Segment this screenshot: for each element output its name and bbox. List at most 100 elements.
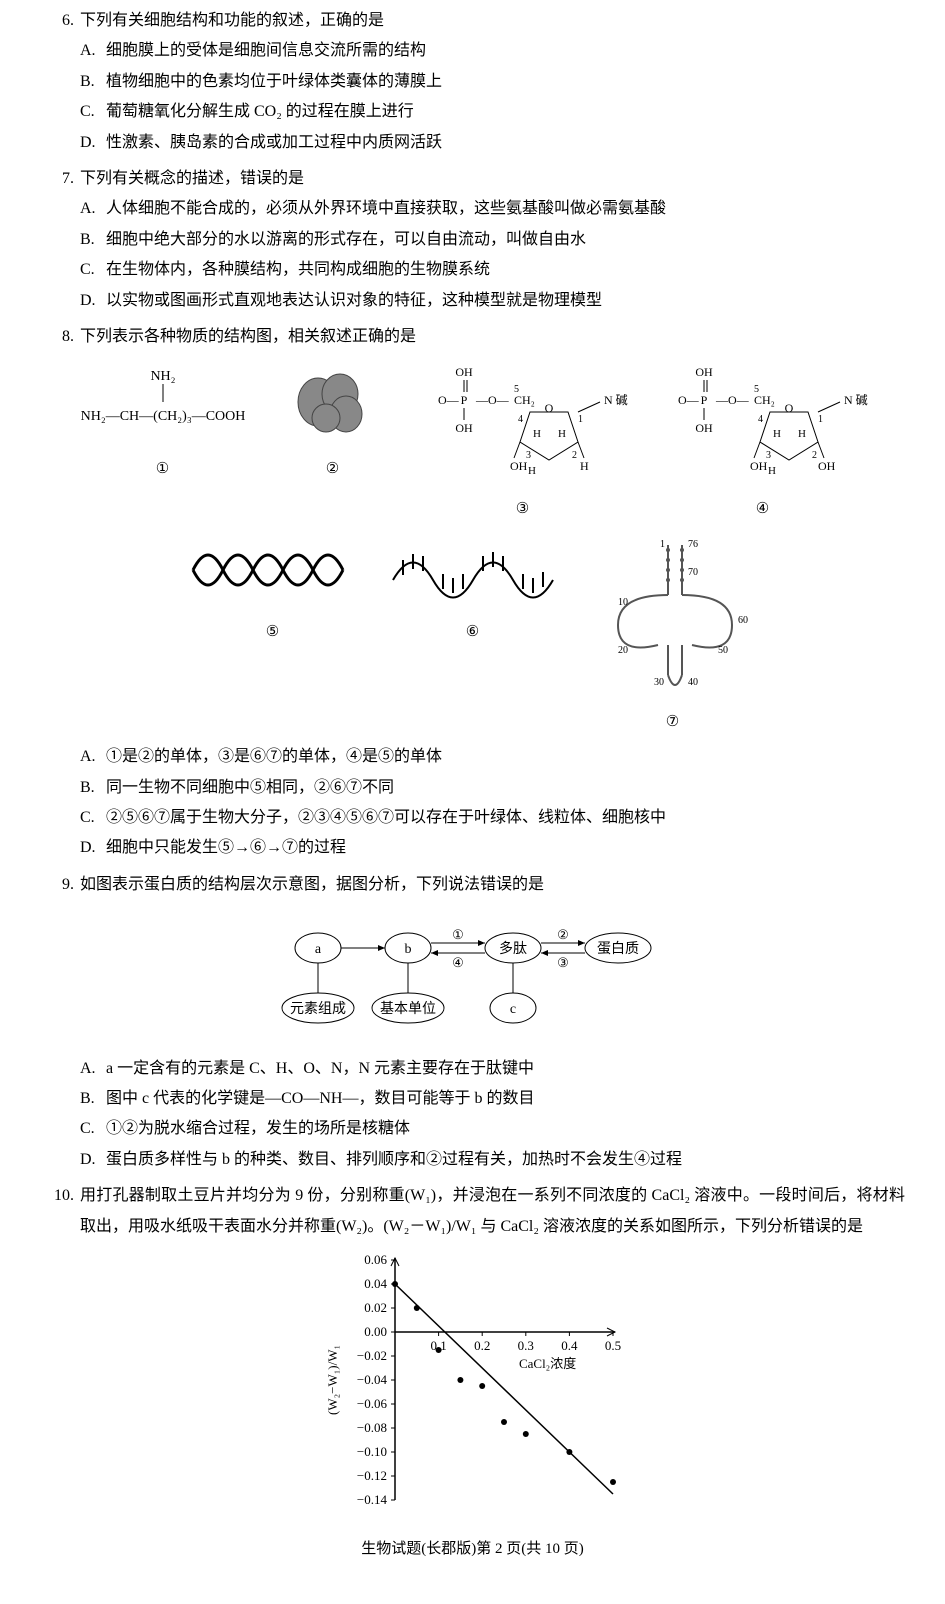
svg-text:0.2: 0.2 (474, 1338, 490, 1353)
svg-text:c: c (509, 1002, 515, 1017)
svg-text:P: P (700, 393, 707, 407)
svg-text:—O—: —O— (715, 393, 750, 407)
svg-text:③: ③ (557, 955, 569, 970)
q9-b-label: B. (80, 1084, 106, 1114)
svg-text:②: ② (557, 927, 569, 942)
fig8-2: ② (278, 362, 388, 523)
svg-text:0.5: 0.5 (604, 1338, 620, 1353)
svg-text:0.00: 0.00 (364, 1324, 387, 1339)
q7-d-label: D. (80, 286, 106, 316)
fig8-7: 76 70 60 50 40 30 20 10 1 ⑦ (588, 535, 758, 736)
svg-text:0.3: 0.3 (517, 1338, 533, 1353)
dna-double-helix-icon (188, 535, 358, 605)
svg-text:4: 4 (518, 414, 523, 425)
fig8-5-caption: ⑤ (188, 618, 358, 647)
q9-c-text: ①②为脱水缩合过程，发生的场所是核糖体 (106, 1114, 410, 1144)
q6-number: 6. (40, 6, 80, 36)
q6-stem: 下列有关细胞结构和功能的叙述，正确的是 (80, 6, 384, 36)
q10-number: 10. (40, 1181, 80, 1242)
svg-text:OH: OH (455, 365, 473, 379)
q10-figure: 0.060.040.020.00−0.02−0.04−0.06−0.08−0.1… (40, 1250, 905, 1521)
svg-text:76: 76 (688, 539, 698, 550)
svg-text:O: O (784, 401, 793, 415)
amino-acid-formula-icon: NH₂ NH₂—CH—(CH₂)₃—COOH (78, 362, 248, 442)
q8-b-text: 同一生物不同细胞中⑤相同，②⑥⑦不同 (106, 773, 394, 803)
svg-text:(W₂−W₁)/W₁: (W₂−W₁)/W₁ (325, 1345, 340, 1415)
fig8-6: ⑥ (388, 535, 558, 736)
q9-number: 9. (40, 870, 80, 900)
q8-a-label: A. (80, 742, 106, 772)
svg-text:−0.10: −0.10 (356, 1444, 386, 1459)
q6-d-text: 性激素、胰岛素的合成或加工过程中内质网活跃 (106, 128, 442, 158)
fig8-7-caption: ⑦ (588, 708, 758, 737)
svg-text:NH₂—CH—(CH₂)₃—COOH: NH₂—CH—(CH₂)₃—COOH (80, 409, 245, 424)
q8-d-label: D. (80, 833, 106, 863)
svg-text:H: H (798, 428, 806, 440)
svg-text:2: 2 (812, 450, 817, 461)
svg-text:b: b (404, 942, 411, 957)
svg-text:1: 1 (818, 414, 823, 425)
q9-b-text: 图中 c 代表的化学键是—CO—NH—，数目可能等于 b 的数目 (106, 1084, 534, 1114)
svg-text:a: a (314, 942, 321, 957)
ribo-nucleotide-icon: OH O— P —O— OH 5 CH₂ O 4 1 3 2 H H OH OH… (658, 362, 868, 482)
svg-text:—O—: —O— (475, 393, 510, 407)
q6-d-label: D. (80, 128, 106, 158)
svg-text:60: 60 (738, 615, 748, 626)
q9-stem: 如图表示蛋白质的结构层次示意图，据图分析，下列说法错误的是 (80, 870, 544, 900)
q10-stem: 用打孔器制取土豆片并均分为 9 份，分别称重(W₁)，并浸泡在一系列不同浓度的 … (80, 1181, 905, 1242)
fig8-6-caption: ⑥ (388, 618, 558, 647)
svg-text:多肽: 多肽 (499, 940, 527, 957)
fig8-5: ⑤ (188, 535, 358, 736)
q8-c-text: ②⑤⑥⑦属于生物大分子，②③④⑤⑥⑦可以存在于叶绿体、线粒体、细胞核中 (106, 803, 666, 833)
svg-text:H: H (528, 465, 536, 477)
q9-a-label: A. (80, 1054, 106, 1084)
svg-text:50: 50 (718, 645, 728, 656)
svg-text:CaCl₂浓度: CaCl₂浓度 (518, 1356, 575, 1371)
protein-globule-icon (278, 362, 388, 442)
svg-text:O—: O— (678, 393, 700, 407)
trna-cloverleaf-icon: 76 70 60 50 40 30 20 10 1 (588, 535, 758, 695)
q8-b-label: B. (80, 773, 106, 803)
svg-text:H: H (558, 428, 566, 440)
svg-text:N 碱基: N 碱基 (844, 393, 868, 407)
svg-text:CH₂: CH₂ (514, 393, 535, 407)
svg-text:OH: OH (695, 365, 713, 379)
svg-text:NH₂: NH₂ (150, 369, 175, 384)
svg-text:20: 20 (618, 645, 628, 656)
q8-figure: NH₂ NH₂—CH—(CH₂)₃—COOH ① ② OH (40, 362, 905, 736)
svg-text:2: 2 (572, 450, 577, 461)
svg-text:30: 30 (654, 677, 664, 688)
svg-text:N 碱基: N 碱基 (604, 393, 628, 407)
q6-b-text: 植物细胞中的色素均位于叶绿体类囊体的薄膜上 (106, 67, 442, 97)
q7-b-text: 细胞中绝大部分的水以游离的形式存在，可以自由流动，叫做自由水 (106, 225, 586, 255)
question-7: 7. 下列有关概念的描述，错误的是 A.人体细胞不能合成的，必须从外界环境中直接… (40, 164, 905, 316)
q7-b-label: B. (80, 225, 106, 255)
q7-a-label: A. (80, 194, 106, 224)
svg-text:4: 4 (758, 414, 763, 425)
svg-text:④: ④ (452, 955, 464, 970)
question-10: 10. 用打孔器制取土豆片并均分为 9 份，分别称重(W₁)，并浸泡在一系列不同… (40, 1181, 905, 1521)
svg-text:P: P (460, 393, 467, 407)
q7-c-text: 在生物体内，各种膜结构，共同构成细胞的生物膜系统 (106, 255, 490, 285)
q7-stem: 下列有关概念的描述，错误的是 (80, 164, 304, 194)
q8-c-label: C. (80, 803, 106, 833)
rna-single-strand-icon (388, 535, 558, 605)
svg-text:OH: OH (510, 459, 528, 473)
q9-a-text: a 一定含有的元素是 C、H、O、N，N 元素主要存在于肽键中 (106, 1054, 534, 1084)
q8-number: 8. (40, 322, 80, 352)
svg-text:蛋白质: 蛋白质 (597, 941, 639, 957)
svg-text:O—: O— (438, 393, 460, 407)
q7-a-text: 人体细胞不能合成的，必须从外界环境中直接获取，这些氨基酸叫做必需氨基酸 (106, 194, 666, 224)
svg-text:OH: OH (455, 421, 473, 435)
fig8-4-caption: ④ (658, 495, 868, 524)
svg-text:H: H (533, 428, 541, 440)
q8-stem: 下列表示各种物质的结构图，相关叙述正确的是 (80, 322, 416, 352)
svg-text:−0.14: −0.14 (356, 1492, 387, 1507)
q9-c-label: C. (80, 1114, 106, 1144)
fig8-1: NH₂ NH₂—CH—(CH₂)₃—COOH ① (78, 362, 248, 523)
fig8-3: OH O— P —O— OH 5 CH₂ O 4 1 3 2 H H OH H (418, 362, 628, 523)
svg-text:OH: OH (695, 421, 713, 435)
question-6: 6. 下列有关细胞结构和功能的叙述，正确的是 A.细胞膜上的受体是细胞间信息交流… (40, 6, 905, 158)
q9-d-label: D. (80, 1145, 106, 1175)
svg-text:O: O (544, 401, 553, 415)
